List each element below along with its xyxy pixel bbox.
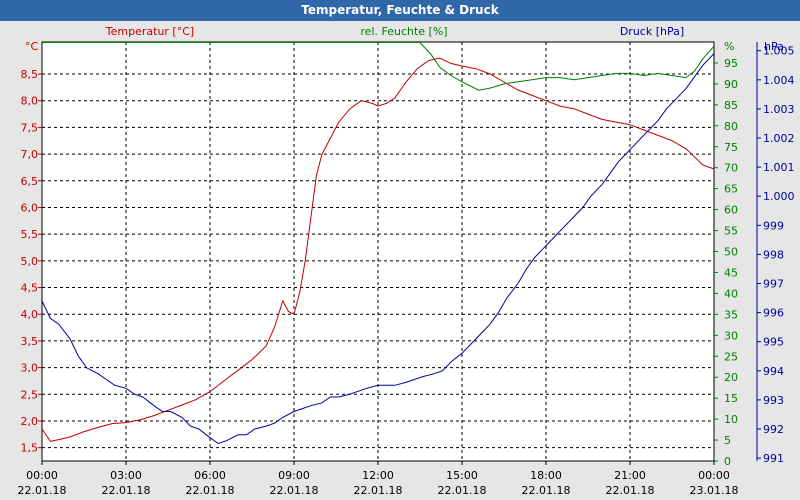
humidity-tick-label: 20 — [724, 371, 738, 384]
series-lines — [41, 42, 715, 445]
time-tick-label: 12:00 — [362, 469, 394, 482]
pressure-tick-label: 1.004 — [763, 74, 795, 87]
pressure-line — [41, 53, 715, 445]
temperature-tick-label: 4,0 — [21, 308, 39, 321]
pressure-tick-label: 1.003 — [763, 103, 795, 116]
temperature-tick-label: 5,0 — [21, 255, 39, 268]
humidity-axis: 0 5 10 15 20 25 30 35 40 45 50 55 60 65 70 75 80 85 90 95 — [714, 57, 738, 468]
temperature-tick-label: 3,5 — [21, 335, 39, 348]
legend-humidity: rel. Feuchte [%] — [360, 25, 447, 38]
pressure-tick-label: 993 — [763, 394, 784, 407]
temperature-axis: 1,5 2,0 2,5 3,0 3,5 4,0 4,5 5,0 5,5 6,0 6,5 7,0 7,5 8… — [21, 68, 42, 455]
humidity-tick-label: 40 — [724, 287, 738, 300]
humidity-tick-label: 0 — [724, 455, 731, 468]
temperature-tick-label: 5,5 — [21, 228, 39, 241]
date-tick-label: 22.01.18 — [18, 484, 67, 497]
humidity-tick-label: 55 — [724, 225, 738, 238]
temperature-tick-label: 7,5 — [21, 121, 39, 134]
pressure-tick-label: 1.001 — [763, 161, 795, 174]
pressure-tick-label: 1.002 — [763, 132, 795, 145]
legend-pressure: Druck [hPa] — [620, 25, 684, 38]
temperature-tick-label: 8,5 — [21, 68, 39, 81]
temperature-unit: °C — [25, 40, 39, 53]
date-tick-label: 23.01.18 — [690, 484, 739, 497]
pressure-tick-label: 997 — [763, 278, 784, 291]
pressure-tick-label: 1.005 — [763, 45, 795, 58]
humidity-tick-label: 15 — [724, 392, 738, 405]
humidity-unit: % — [724, 40, 734, 53]
humidity-tick-label: 75 — [724, 141, 738, 154]
temperature-tick-label: 6,0 — [21, 201, 39, 214]
pressure-axis: 991 992 993 994 995 996 997 998 999 1.000 1.001 1.0… — [756, 42, 795, 465]
temperature-tick-label: 8,0 — [21, 95, 39, 108]
pressure-tick-label: 991 — [763, 452, 784, 465]
date-tick-label: 22.01.18 — [522, 484, 571, 497]
pressure-tick-label: 998 — [763, 248, 784, 261]
temperature-tick-label: 6,5 — [21, 175, 39, 188]
temperature-tick-label: 1,5 — [21, 442, 39, 455]
time-tick-label: 21:00 — [614, 469, 646, 482]
temperature-tick-label: 2,5 — [21, 388, 39, 401]
time-tick-label: 00:00 — [26, 469, 58, 482]
grid-lines — [42, 42, 714, 461]
time-tick-label: 06:00 — [194, 469, 226, 482]
temperature-tick-label: 2,0 — [21, 415, 39, 428]
date-tick-label: 22.01.18 — [438, 484, 487, 497]
temperature-tick-label: 7,0 — [21, 148, 39, 161]
humidity-line — [42, 42, 715, 91]
time-axis: 00:00 22.01.18 03:00 22.01.18 06:00 22.01.18 0… — [18, 461, 739, 497]
humidity-tick-label: 90 — [724, 78, 738, 91]
humidity-tick-label: 80 — [724, 120, 738, 133]
temperature-tick-label: 3,0 — [21, 362, 39, 375]
humidity-tick-label: 65 — [724, 183, 738, 196]
humidity-tick-label: 95 — [724, 57, 738, 70]
date-tick-label: 22.01.18 — [102, 484, 151, 497]
time-tick-label: 00:00 — [698, 469, 730, 482]
pressure-tick-label: 994 — [763, 365, 784, 378]
humidity-tick-label: 70 — [724, 162, 738, 175]
humidity-tick-label: 30 — [724, 329, 738, 342]
time-tick-label: 03:00 — [110, 469, 142, 482]
date-tick-label: 22.01.18 — [270, 484, 319, 497]
date-tick-label: 22.01.18 — [354, 484, 403, 497]
window-title: Temperatur, Feuchte & Druck — [0, 0, 800, 21]
humidity-tick-label: 25 — [724, 350, 738, 363]
humidity-tick-label: 50 — [724, 246, 738, 259]
pressure-tick-label: 995 — [763, 336, 784, 349]
time-tick-label: 09:00 — [278, 469, 310, 482]
time-tick-label: 15:00 — [446, 469, 478, 482]
pressure-tick-label: 1.000 — [763, 190, 795, 203]
pressure-tick-label: 999 — [763, 219, 784, 232]
humidity-tick-label: 60 — [724, 204, 738, 217]
temperature-tick-label: 4,5 — [21, 282, 39, 295]
date-tick-label: 22.01.18 — [186, 484, 235, 497]
humidity-tick-label: 85 — [724, 99, 738, 112]
pressure-tick-label: 992 — [763, 423, 784, 436]
humidity-tick-label: 5 — [724, 434, 731, 447]
humidity-tick-label: 10 — [724, 413, 738, 426]
legend-temperature: Temperatur [°C] — [105, 25, 194, 38]
humidity-tick-label: 45 — [724, 266, 738, 279]
date-tick-label: 22.01.18 — [606, 484, 655, 497]
time-tick-label: 18:00 — [530, 469, 562, 482]
pressure-tick-label: 996 — [763, 307, 784, 320]
pressure-unit: hPa — [764, 40, 784, 53]
humidity-tick-label: 35 — [724, 308, 738, 321]
